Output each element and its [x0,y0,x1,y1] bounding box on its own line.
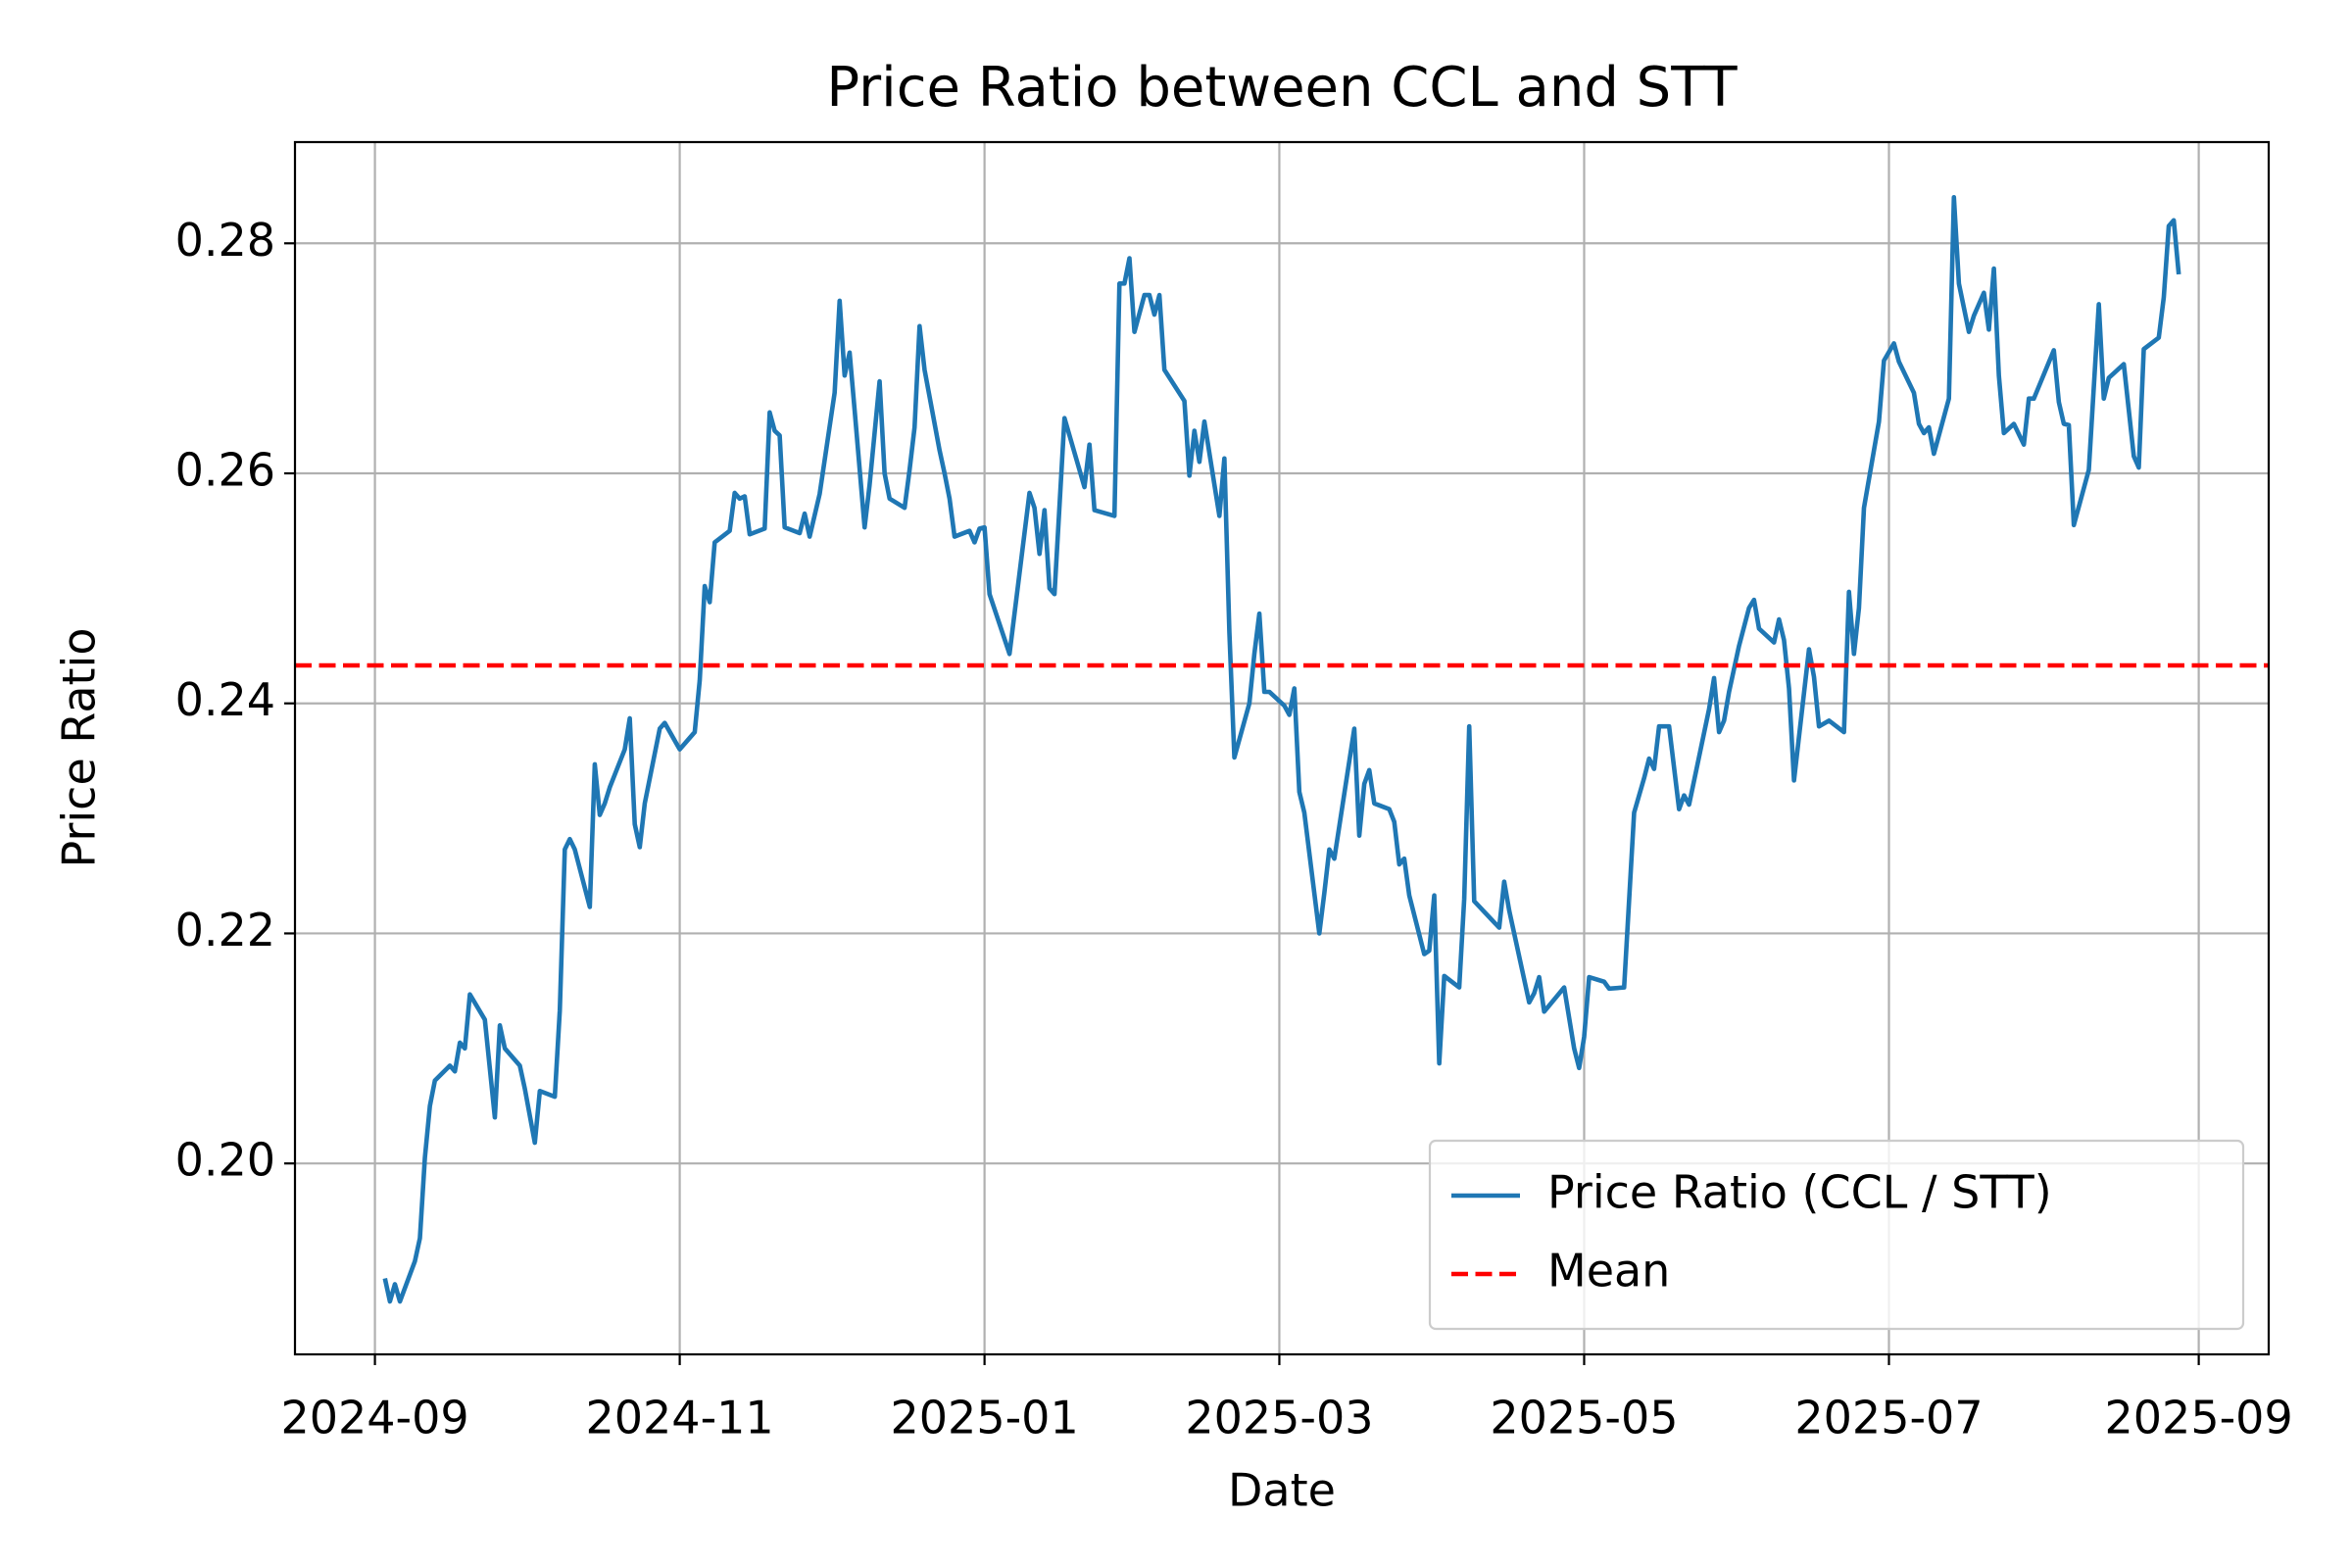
chart-title: Price Ratio between CCL and STT [826,56,1738,120]
x-tick-label: 2024-09 [280,1392,468,1445]
legend-label: Price Ratio (CCL / STT) [1547,1166,2052,1219]
y-tick-label: 0.26 [175,444,275,497]
y-tick-label: 0.24 [175,673,275,726]
x-tick-label: 2025-07 [1794,1392,1983,1445]
y-tick-label: 0.22 [175,904,275,956]
x-tick-label: 2025-09 [2105,1392,2293,1445]
x-tick-label: 2025-05 [1490,1392,1678,1445]
x-tick-label: 2024-11 [586,1392,774,1445]
y-tick-label: 0.28 [175,214,275,267]
legend: Price Ratio (CCL / STT) Mean [1428,1139,2245,1331]
y-axis-label: Price Ratio [53,628,106,868]
data-line [382,195,2181,1304]
x-tick-label: 2025-01 [891,1392,1079,1445]
x-tick-label: 2025-03 [1185,1392,1373,1445]
plot-frame [293,140,2271,1356]
x-axis-label: Date [1228,1464,1336,1517]
y-tick-label: 0.20 [175,1134,275,1187]
legend-box [1428,1139,2245,1331]
legend-label: Mean [1547,1245,1670,1298]
